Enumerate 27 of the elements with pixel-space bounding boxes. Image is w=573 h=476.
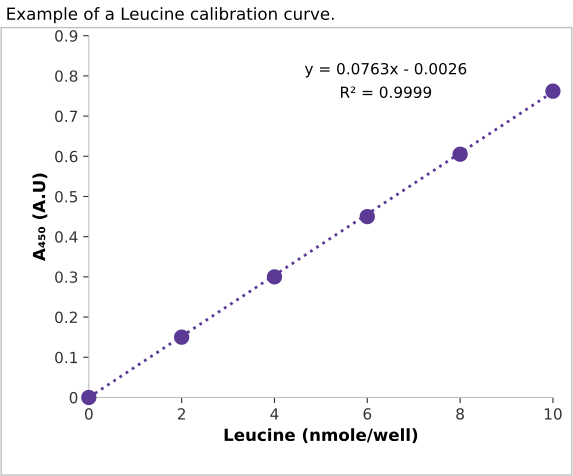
y-tick-label: 0.5 bbox=[55, 190, 78, 203]
y-tick-label: 0 bbox=[70, 392, 78, 404]
x-tick-label: 10 bbox=[544, 408, 562, 420]
point bbox=[81, 390, 96, 406]
y-tick-label: 0.1 bbox=[55, 352, 77, 364]
y-tick-label: 0.6 bbox=[55, 150, 78, 162]
point bbox=[174, 330, 190, 345]
y-tick-label: 0.4 bbox=[55, 231, 78, 243]
annotation: R² = 0.9999 bbox=[341, 86, 432, 98]
y-axis-title: A₄₅₀ (A.U) bbox=[32, 174, 48, 261]
point bbox=[360, 208, 375, 224]
x-axis-title: Leucine (nmole/well) bbox=[224, 428, 418, 444]
annotation: y = 0.0763x - 0.0026 bbox=[304, 62, 466, 78]
point bbox=[545, 84, 561, 99]
x-tick-label: 0 bbox=[84, 408, 93, 420]
y-tick-label: 0.3 bbox=[55, 271, 78, 283]
x-tick-label: 6 bbox=[364, 408, 372, 420]
y-tick-label: 0.8 bbox=[55, 70, 78, 82]
point bbox=[452, 146, 468, 162]
point bbox=[266, 269, 282, 285]
y-tick-label: 0.2 bbox=[55, 312, 77, 324]
chart-title: Example of a Leucine calibration curve. bbox=[7, 7, 334, 24]
x-tick-label: 8 bbox=[456, 408, 464, 420]
x-tick-label: 4 bbox=[270, 408, 278, 420]
x-tick-label: 2 bbox=[178, 408, 185, 420]
y-tick-label: 0.7 bbox=[55, 110, 78, 122]
y-tick-label: 0.9 bbox=[55, 30, 78, 42]
